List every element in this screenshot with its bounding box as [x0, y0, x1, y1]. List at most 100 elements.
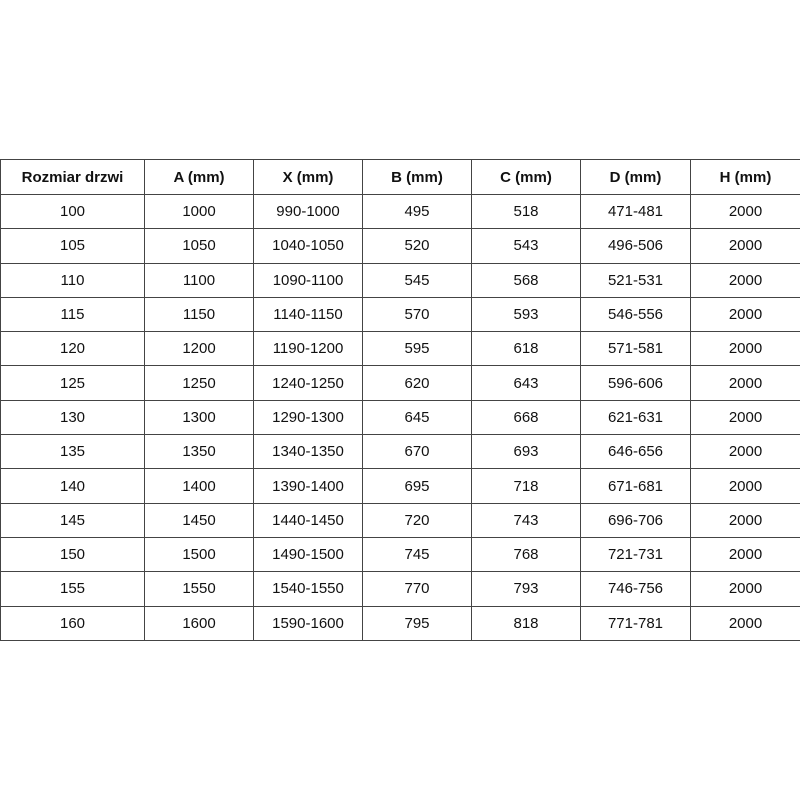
table-cell: 1440-1450 — [253, 502, 363, 538]
table-row: 120 1200 1190-1200 595 618 571-581 2000 — [0, 331, 800, 367]
table-cell: 793 — [471, 571, 581, 607]
column-header: X (mm) — [253, 159, 363, 195]
table-row: 105 1050 1040-1050 520 543 496-506 2000 — [0, 228, 800, 264]
table-cell: 795 — [362, 605, 472, 641]
table-cell: 125 — [0, 365, 145, 401]
table-cell: 643 — [471, 365, 581, 401]
table-cell: 2000 — [690, 571, 800, 607]
table-cell: 160 — [0, 605, 145, 641]
table-cell: 620 — [362, 365, 472, 401]
table-cell: 2000 — [690, 502, 800, 538]
table-cell: 1400 — [144, 468, 254, 504]
table-cell: 135 — [0, 434, 145, 470]
table-cell: 2000 — [690, 365, 800, 401]
table-cell: 145 — [0, 502, 145, 538]
table-cell: 1040-1050 — [253, 228, 363, 264]
table-cell: 518 — [471, 193, 581, 230]
table-cell: 546-556 — [580, 296, 691, 333]
table-cell: 1190-1200 — [253, 331, 363, 367]
table-cell: 100 — [0, 193, 145, 230]
table-cell: 695 — [362, 468, 472, 504]
table-cell: 621-631 — [580, 399, 691, 436]
table-cell: 670 — [362, 434, 472, 470]
table-cell: 2000 — [690, 399, 800, 436]
table-cell: 2000 — [690, 193, 800, 230]
table-cell: 2000 — [690, 605, 800, 641]
table-cell: 110 — [0, 262, 145, 298]
table-row: 100 1000 990-1000 495 518 471-481 2000 — [0, 193, 800, 230]
table-cell: 495 — [362, 193, 472, 230]
table-header-row: Rozmiar drzwi A (mm) X (mm) B (mm) C (mm) D (… — [0, 159, 800, 195]
table-cell: 593 — [471, 296, 581, 333]
table-cell: 990-1000 — [253, 193, 363, 230]
table-cell: 745 — [362, 536, 472, 573]
column-header: C (mm) — [471, 159, 581, 195]
table-cell: 771-781 — [580, 605, 691, 641]
table-cell: 1300 — [144, 399, 254, 436]
table-cell: 2000 — [690, 228, 800, 264]
table-cell: 545 — [362, 262, 472, 298]
table-row: 115 1150 1140-1150 570 593 546-556 2000 — [0, 296, 800, 333]
column-header: H (mm) — [690, 159, 800, 195]
table-cell: 115 — [0, 296, 145, 333]
table-cell: 746-756 — [580, 571, 691, 607]
table-cell: 1240-1250 — [253, 365, 363, 401]
table-cell: 471-481 — [580, 193, 691, 230]
table-row: 125 1250 1240-1250 620 643 596-606 2000 — [0, 365, 800, 401]
table-cell: 1050 — [144, 228, 254, 264]
table-cell: 571-581 — [580, 331, 691, 367]
table-cell: 1150 — [144, 296, 254, 333]
table-cell: 105 — [0, 228, 145, 264]
table-cell: 155 — [0, 571, 145, 607]
table-cell: 1290-1300 — [253, 399, 363, 436]
table-cell: 770 — [362, 571, 472, 607]
table-cell: 1540-1550 — [253, 571, 363, 607]
table-cell: 1600 — [144, 605, 254, 641]
table-cell: 120 — [0, 331, 145, 367]
table-cell: 720 — [362, 502, 472, 538]
table-cell: 721-731 — [580, 536, 691, 573]
table-cell: 2000 — [690, 434, 800, 470]
table-cell: 543 — [471, 228, 581, 264]
table-row: 150 1500 1490-1500 745 768 721-731 2000 — [0, 536, 800, 573]
table-row: 145 1450 1440-1450 720 743 696-706 2000 — [0, 502, 800, 538]
table-cell: 1090-1100 — [253, 262, 363, 298]
table-cell: 595 — [362, 331, 472, 367]
table-cell: 818 — [471, 605, 581, 641]
table-row: 135 1350 1340-1350 670 693 646-656 2000 — [0, 434, 800, 470]
table-cell: 1450 — [144, 502, 254, 538]
table-cell: 2000 — [690, 296, 800, 333]
column-header: B (mm) — [362, 159, 472, 195]
table-cell: 140 — [0, 468, 145, 504]
table-cell: 768 — [471, 536, 581, 573]
table-cell: 570 — [362, 296, 472, 333]
table-cell: 1000 — [144, 193, 254, 230]
table-row: 110 1100 1090-1100 545 568 521-531 2000 — [0, 262, 800, 298]
table-cell: 1490-1500 — [253, 536, 363, 573]
column-header: A (mm) — [144, 159, 254, 195]
table-cell: 1340-1350 — [253, 434, 363, 470]
table-cell: 150 — [0, 536, 145, 573]
table-cell: 1350 — [144, 434, 254, 470]
table-cell: 1550 — [144, 571, 254, 607]
table-cell: 2000 — [690, 468, 800, 504]
table-cell: 696-706 — [580, 502, 691, 538]
table-cell: 1200 — [144, 331, 254, 367]
table-cell: 1390-1400 — [253, 468, 363, 504]
table-cell: 130 — [0, 399, 145, 436]
table-row: 160 1600 1590-1600 795 818 771-781 2000 — [0, 605, 800, 641]
column-header: Rozmiar drzwi — [0, 159, 145, 195]
table-cell: 2000 — [690, 331, 800, 367]
table-cell: 718 — [471, 468, 581, 504]
table-cell: 2000 — [690, 262, 800, 298]
table-cell: 520 — [362, 228, 472, 264]
table-cell: 521-531 — [580, 262, 691, 298]
table-row: 155 1550 1540-1550 770 793 746-756 2000 — [0, 571, 800, 607]
door-size-table: Rozmiar drzwi A (mm) X (mm) B (mm) C (mm) D (… — [0, 159, 800, 641]
table-cell: 646-656 — [580, 434, 691, 470]
table-cell: 496-506 — [580, 228, 691, 264]
table-cell: 645 — [362, 399, 472, 436]
table-cell: 596-606 — [580, 365, 691, 401]
table-cell: 693 — [471, 434, 581, 470]
table-cell: 2000 — [690, 536, 800, 573]
